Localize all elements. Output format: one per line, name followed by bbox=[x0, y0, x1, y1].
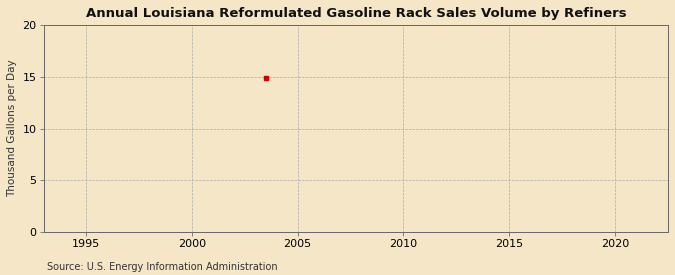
Text: Source: U.S. Energy Information Administration: Source: U.S. Energy Information Administ… bbox=[47, 262, 278, 272]
Y-axis label: Thousand Gallons per Day: Thousand Gallons per Day bbox=[7, 60, 17, 197]
Title: Annual Louisiana Reformulated Gasoline Rack Sales Volume by Refiners: Annual Louisiana Reformulated Gasoline R… bbox=[86, 7, 626, 20]
